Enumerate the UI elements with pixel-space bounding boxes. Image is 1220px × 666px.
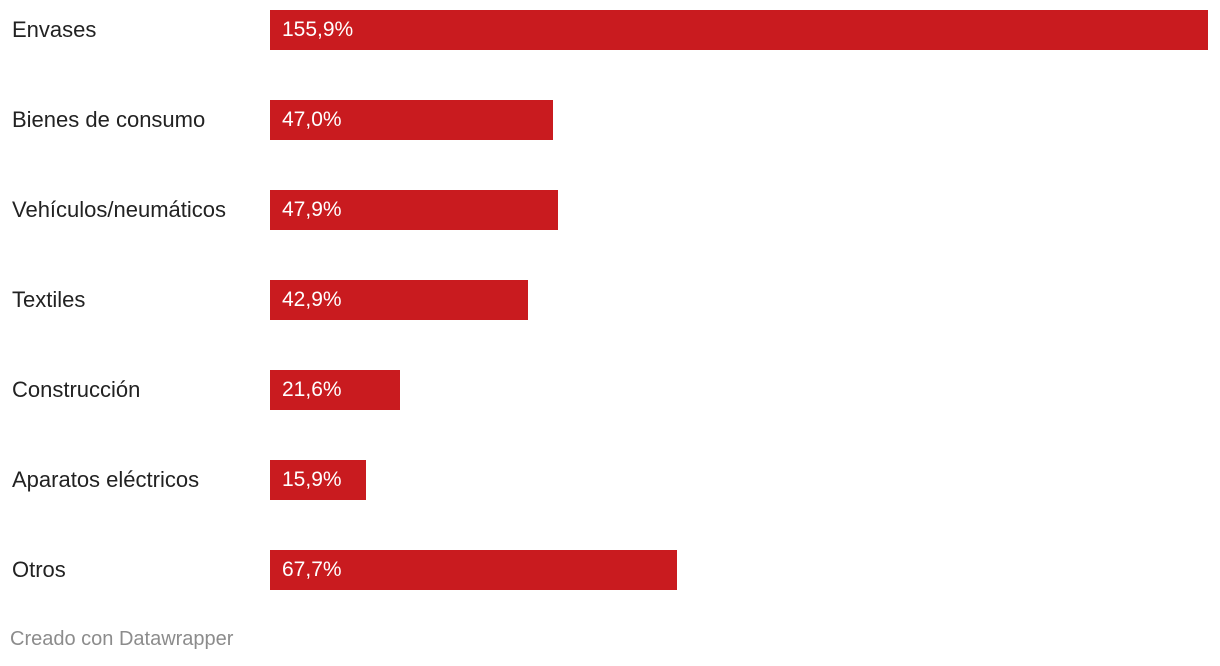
category-label: Textiles bbox=[12, 287, 86, 312]
bar-row: Textiles 42,9% bbox=[0, 280, 1220, 320]
bar bbox=[270, 10, 1208, 50]
category-label: Aparatos eléctricos bbox=[12, 467, 200, 492]
value-label: 47,0% bbox=[282, 108, 342, 131]
bar bbox=[270, 550, 677, 590]
bar-row: Vehículos/neumáticos 47,9% bbox=[0, 190, 1220, 230]
category-label: Construcción bbox=[12, 377, 141, 402]
value-label: 47,9% bbox=[282, 198, 342, 221]
category-label: Vehículos/neumáticos bbox=[12, 197, 227, 222]
bar-row: Envases 155,9% bbox=[0, 10, 1220, 50]
bar bbox=[270, 280, 528, 320]
bar-row: Otros 67,7% bbox=[0, 550, 1220, 590]
bar-row: Bienes de consumo 47,0% bbox=[0, 100, 1220, 140]
bar bbox=[270, 100, 553, 140]
category-label: Envases bbox=[12, 17, 97, 42]
value-label: 42,9% bbox=[282, 288, 342, 311]
bar bbox=[270, 370, 400, 410]
bar-row: Construcción 21,6% bbox=[0, 370, 1220, 410]
category-label: Otros bbox=[12, 557, 66, 582]
value-label: 15,9% bbox=[282, 468, 342, 491]
value-label: 67,7% bbox=[282, 558, 342, 581]
bar-chart: Envases 155,9% Bienes de consumo 47,0% Vehíc… bbox=[0, 10, 1220, 590]
category-label: Bienes de consumo bbox=[12, 107, 206, 132]
bar-row: Aparatos eléctricos 15,9% bbox=[0, 460, 1220, 500]
value-label: 155,9% bbox=[282, 18, 354, 41]
datawrapper-credit[interactable]: Creado con Datawrapper bbox=[10, 628, 234, 650]
bar bbox=[270, 460, 366, 500]
bar bbox=[270, 190, 558, 230]
value-label: 21,6% bbox=[282, 378, 342, 401]
